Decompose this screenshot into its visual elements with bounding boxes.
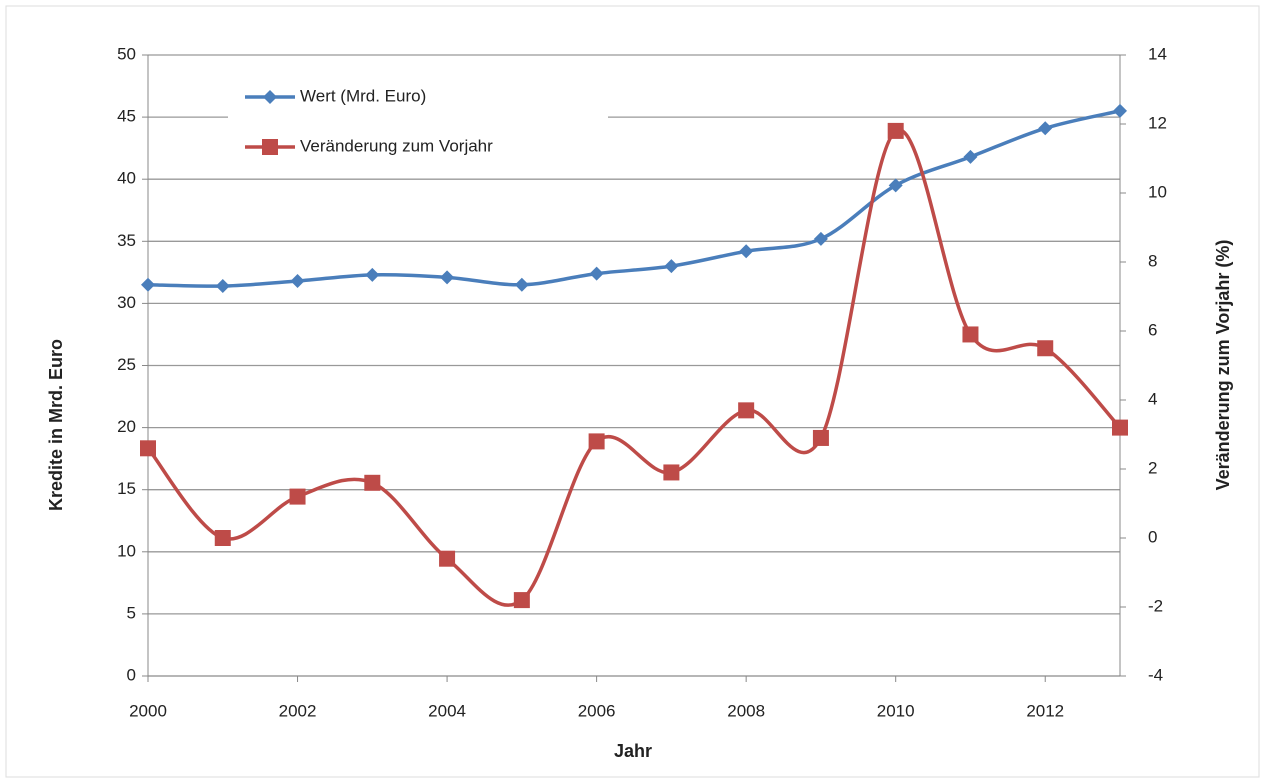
marker [290, 274, 305, 289]
marker [589, 266, 604, 281]
marker [1113, 103, 1127, 118]
y-tick-label: 10 [117, 541, 136, 560]
marker [739, 244, 754, 259]
y-tick-label: 30 [117, 293, 136, 312]
legend-marker [262, 139, 278, 155]
marker [888, 178, 903, 193]
marker [215, 279, 230, 294]
marker [141, 277, 155, 292]
marker [514, 277, 529, 292]
y-tick-label: 0 [127, 665, 136, 684]
y2-tick-label: -2 [1148, 596, 1163, 615]
frame [5, 5, 1260, 778]
series-line [147, 109, 1121, 288]
marker [364, 474, 381, 491]
marker [1037, 340, 1054, 357]
y2-tick-label: 6 [1148, 320, 1157, 339]
x-tick-label: 2000 [129, 701, 167, 720]
y2-tick-label: 8 [1148, 251, 1157, 270]
marker [887, 122, 904, 139]
y-tick-label: 40 [117, 169, 136, 188]
y2-tick-label: 14 [1148, 44, 1167, 63]
marker [812, 429, 829, 446]
marker [140, 440, 156, 457]
y2-tick-label: 2 [1148, 458, 1157, 477]
marker [813, 231, 828, 246]
marker [963, 149, 978, 164]
marker [365, 267, 380, 282]
x-tick-label: 2004 [428, 701, 466, 720]
y-tick-label: 50 [117, 44, 136, 63]
y-tick-label: 25 [117, 355, 136, 374]
y-tick-label: 15 [117, 479, 136, 498]
legend-box [228, 75, 608, 170]
y-tick-label: 35 [117, 231, 136, 250]
legend-label: Wert (Mrd. Euro) [300, 86, 426, 105]
marker [738, 402, 755, 419]
marker [1112, 419, 1128, 436]
y-tick-label: 20 [117, 417, 136, 436]
marker [1038, 121, 1053, 136]
x-tick-label: 2008 [727, 701, 765, 720]
y2-tick-label: 0 [1148, 527, 1157, 546]
marker [513, 592, 530, 609]
marker [289, 488, 306, 505]
marker [962, 326, 979, 343]
y-tick-label: 45 [117, 107, 136, 126]
marker [440, 270, 455, 285]
x-tick-label: 2002 [279, 701, 317, 720]
y2-tick-label: -4 [1148, 665, 1163, 684]
marker [439, 550, 456, 567]
x-tick-label: 2010 [877, 701, 915, 720]
y-tick-label: 5 [127, 603, 136, 622]
x-tick-label: 2006 [578, 701, 616, 720]
y2-tick-label: 10 [1148, 182, 1167, 201]
x-axis-title: Jahr [614, 741, 652, 761]
y-axis-title: Kredite in Mrd. Euro [46, 339, 66, 511]
y2-tick-label: 4 [1148, 389, 1157, 408]
marker [664, 259, 679, 274]
marker [588, 433, 605, 450]
y2-tick-label: 12 [1148, 113, 1167, 132]
legend-marker [263, 90, 277, 104]
y2-axis-title: Veränderung zum Vorjahr (%) [1213, 240, 1233, 491]
x-tick-label: 2012 [1026, 701, 1064, 720]
marker [663, 464, 680, 481]
marker [214, 530, 231, 546]
legend-label: Veränderung zum Vorjahr [300, 136, 493, 155]
